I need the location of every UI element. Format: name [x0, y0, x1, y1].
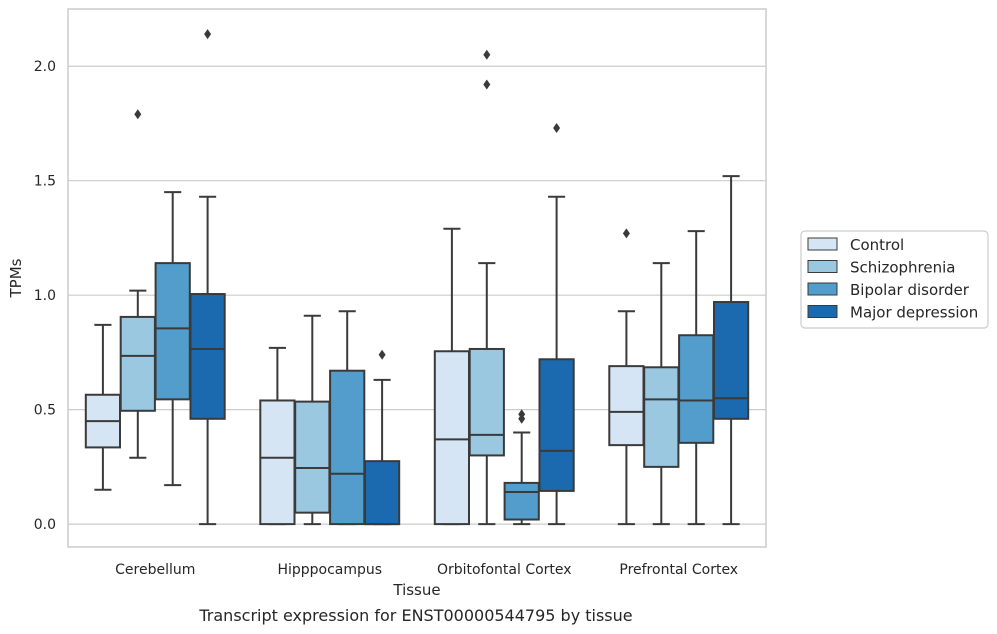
legend-swatch — [807, 237, 838, 251]
y-tick-label: 1.0 — [34, 288, 56, 304]
box-schizophrenia-orbitofontal-cortex — [468, 49, 505, 526]
box-control-orbitofontal-cortex — [433, 227, 471, 526]
box-bipolar-disorder-hipppocampus — [329, 310, 366, 526]
box-bipolar-disorder-prefrontal-cortex — [678, 230, 715, 526]
box-iqr — [678, 334, 715, 444]
y-tick-label: 0.0 — [34, 517, 56, 533]
box-major-depression-prefrontal-cortex — [712, 175, 750, 526]
box-iqr — [538, 358, 575, 492]
outlier-marker — [518, 409, 526, 420]
box-iqr — [294, 400, 331, 514]
outlier-marker — [378, 349, 386, 360]
box-control-hipppocampus — [259, 346, 296, 526]
legend-swatch — [807, 282, 838, 296]
y-tick-label: 1.5 — [34, 174, 56, 190]
box-schizophrenia-prefrontal-cortex — [643, 262, 680, 526]
box-iqr — [154, 262, 191, 401]
box-bipolar-disorder-orbitofontal-cortex — [503, 409, 540, 526]
legend-label: Control — [850, 236, 904, 254]
box-iqr — [503, 481, 540, 521]
x-tick-label: Cerebellum — [115, 562, 195, 578]
box-iqr — [433, 350, 471, 526]
x-tick-label: Orbitofontal Cortex — [437, 562, 572, 578]
legend-label: Bipolar disorder — [850, 281, 970, 299]
figure-caption: Transcript expression for ENST0000054479… — [199, 606, 633, 625]
box-schizophrenia-hipppocampus — [294, 314, 331, 526]
box-iqr — [643, 366, 680, 468]
legend-swatch — [807, 260, 838, 273]
outlier-marker — [622, 228, 630, 239]
box-iqr — [189, 293, 226, 420]
box-iqr — [608, 365, 645, 447]
box-major-depression-orbitofontal-cortex — [538, 123, 575, 526]
outlier-marker — [204, 29, 212, 40]
plot-frame — [67, 8, 767, 548]
box-major-depression-hipppocampus — [363, 349, 401, 526]
legend-label: Schizophrenia — [850, 259, 955, 277]
box-iqr — [119, 315, 156, 412]
box-control-cerebellum — [84, 323, 122, 491]
outlier-marker — [134, 109, 142, 120]
legend-swatch — [807, 305, 838, 318]
box-iqr — [259, 399, 296, 526]
box-major-depression-cerebellum — [189, 29, 226, 526]
legend-frame — [800, 230, 989, 329]
outlier-marker — [483, 79, 491, 90]
box-iqr — [712, 301, 750, 420]
y-tick-label: 0.5 — [34, 403, 56, 419]
x-tick-label: Hipppocampus — [277, 562, 382, 578]
box-iqr — [363, 460, 401, 526]
y-axis-label: TPMs — [7, 258, 25, 298]
legend: Control Schizophrenia Bipolar disorder Majo… — [800, 230, 989, 329]
outlier-marker — [483, 49, 491, 60]
box-control-prefrontal-cortex — [608, 228, 645, 526]
box-bipolar-disorder-cerebellum — [154, 191, 191, 487]
box-iqr — [329, 369, 366, 526]
box-schizophrenia-cerebellum — [119, 109, 156, 459]
outlier-marker — [553, 123, 561, 134]
x-tick-label: Prefrontal Cortex — [619, 562, 738, 578]
x-axis-label: Tissue — [392, 581, 440, 599]
y-tick-label: 2.0 — [34, 59, 56, 75]
box-iqr — [468, 347, 505, 457]
legend-label: Major depression — [850, 304, 978, 322]
